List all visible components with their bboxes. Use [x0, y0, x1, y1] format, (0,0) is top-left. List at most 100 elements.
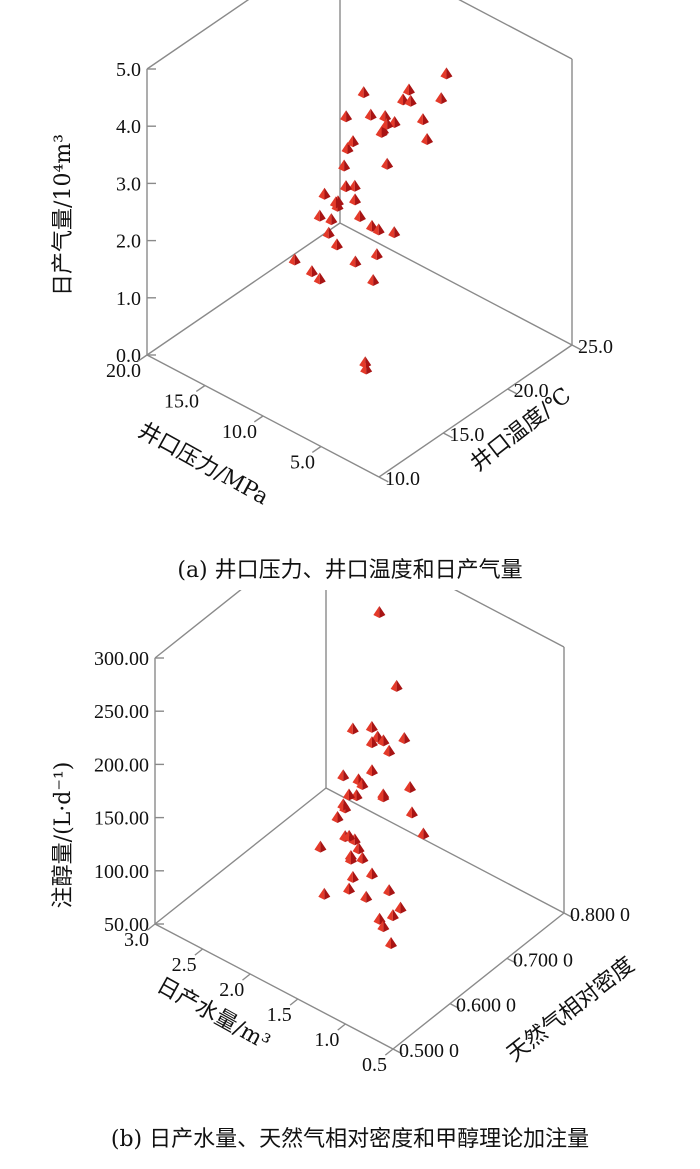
data-point-face-left: [386, 909, 393, 922]
data-point-face-left: [365, 867, 372, 880]
data-point-face-right: [383, 790, 390, 803]
y-tick-mark: [507, 388, 518, 395]
data-point-face-left: [343, 882, 350, 895]
z-tick-label: 50.00: [104, 914, 149, 936]
data-point-face-right: [324, 187, 331, 200]
data-point-face-left: [352, 773, 359, 786]
data-point-face-right: [346, 110, 353, 123]
data-point-face-right: [355, 255, 362, 268]
floor-edge-y: [378, 344, 573, 478]
data-point: [417, 827, 430, 840]
chart-caption-b: (b) 日产水量、天然气相对密度和甲醇理论加注量: [110, 1127, 590, 1152]
floor-edge-y: [392, 912, 565, 1050]
data-point: [352, 842, 365, 855]
data-point: [356, 851, 369, 864]
data-point-face-right: [371, 736, 378, 749]
data-point-face-left: [390, 679, 397, 692]
data-point: [314, 840, 327, 853]
data-point: [338, 159, 351, 172]
data-point-face-left: [342, 788, 349, 801]
data-point: [405, 806, 418, 819]
data-point: [440, 67, 453, 80]
z-tick-label: 3.0: [116, 173, 141, 195]
data-point: [330, 238, 343, 251]
data-point: [435, 92, 448, 105]
data-point-face-right: [410, 94, 417, 107]
y-tick-mark: [506, 957, 517, 964]
data-point: [305, 265, 318, 278]
x-tick-mark: [195, 384, 206, 393]
y-tick-mark: [443, 432, 453, 439]
data-point-face-left: [313, 209, 320, 222]
data-point: [372, 223, 385, 236]
data-point-face-right: [356, 789, 363, 802]
data-point: [343, 882, 356, 895]
data-point-face-right: [427, 133, 434, 146]
x-tick-mark: [311, 445, 322, 454]
data-point: [364, 108, 377, 121]
scatter3d-chart-b: 50.00 100.00 150.00 200.00 250.00 300.00 0.5 1.…: [51, 590, 639, 1076]
data-point-face-left: [356, 851, 363, 864]
data-point-face-left: [398, 731, 405, 744]
data-point: [377, 920, 390, 933]
data-point-face-left: [388, 226, 395, 239]
z-axis-label: 日产气量/10⁴m³: [51, 134, 76, 296]
data-point: [313, 209, 326, 222]
data-point: [337, 769, 350, 782]
data-point-face-right: [324, 887, 331, 900]
data-point-face-right: [373, 274, 380, 287]
data-point-face-right: [387, 157, 394, 170]
data-point-face-right: [371, 720, 378, 733]
data-point: [365, 867, 378, 880]
data-point-face-left: [339, 180, 346, 193]
data-point: [357, 86, 370, 99]
data-point-face-left: [353, 209, 360, 222]
data-point-face-left: [435, 92, 442, 105]
data-point: [349, 255, 362, 268]
y-tick-label: 0.700 0: [513, 949, 573, 971]
data-point-face-left: [370, 248, 377, 261]
y-tick-mark: [378, 476, 389, 483]
data-point-face-left: [357, 86, 364, 99]
data-point-face-left: [404, 94, 411, 107]
data-point: [365, 736, 378, 749]
data-point-face-left: [365, 219, 372, 232]
data-point-face-left: [325, 213, 332, 226]
data-point-face-right: [391, 937, 397, 950]
data-point-face-left: [405, 806, 412, 819]
data-point-face-right: [352, 722, 359, 735]
data-point: [337, 798, 350, 811]
data-point-face-left: [329, 196, 336, 209]
floor-edge-x: [154, 923, 394, 1050]
floor-back-edge-left: [146, 222, 341, 356]
x-tick-mark: [289, 998, 299, 1006]
data-point: [340, 110, 353, 123]
data-point: [385, 937, 397, 950]
data-point: [390, 679, 403, 692]
data-point-face-right: [422, 113, 429, 126]
data-point-face-right: [348, 788, 355, 801]
y-tick-mark: [392, 1048, 403, 1055]
data-point-face-right: [331, 213, 338, 226]
data-point: [383, 744, 396, 757]
data-point-face-right: [362, 851, 369, 864]
data-point: [402, 83, 415, 96]
data-point-face-left: [367, 274, 374, 287]
data-point: [318, 887, 331, 900]
z-tick-label: 300.00: [94, 648, 149, 670]
x-tick-label: 15.0: [164, 391, 199, 413]
data-point: [404, 781, 417, 794]
data-point-face-left: [337, 798, 344, 811]
data-point-face-right: [354, 833, 361, 846]
data-point-face-right: [404, 731, 411, 744]
x-tick-mark: [137, 354, 148, 362]
data-point-face-right: [362, 777, 369, 790]
y-tick-label: 25.0: [578, 336, 613, 358]
data-point-face-right: [394, 115, 401, 128]
data-point-face-right: [379, 606, 386, 619]
z-tick-label: 200.00: [94, 754, 149, 776]
data-point-face-right: [400, 901, 407, 914]
data-point-face-right: [359, 209, 366, 222]
data-point: [313, 272, 326, 285]
data-point-face-left: [377, 920, 384, 933]
